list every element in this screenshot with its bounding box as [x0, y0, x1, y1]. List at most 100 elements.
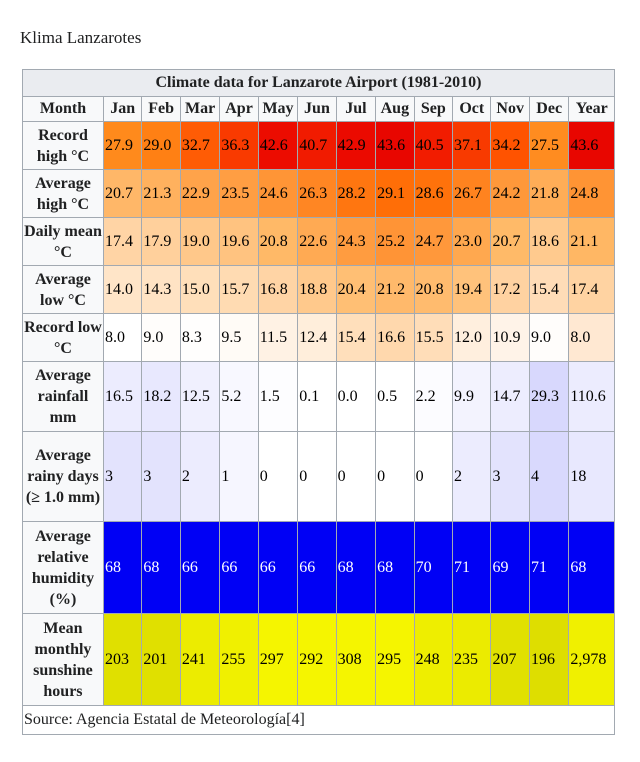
value-cell: 19.4 [452, 265, 492, 314]
month-header-mar: Mar [179, 96, 221, 122]
value-cell: 16.6 [375, 313, 415, 362]
value-cell: 42.6 [257, 121, 299, 170]
value-cell: 15.0 [179, 265, 221, 314]
value-cell: 2 [452, 431, 492, 522]
value-cell: 68 [102, 521, 143, 614]
year-value-cell: 110.6 [568, 361, 615, 432]
value-cell: 17.4 [102, 217, 143, 266]
table-row: Daily mean °C 17.4 17.9 19.0 19.6 20.8 22.6 24.… [22, 217, 615, 266]
year-value-cell: 43.6 [568, 121, 615, 170]
table-body: Record high °C 27.9 29.0 32.7 36.3 42.6 40.7 42… [22, 121, 615, 706]
value-cell: 0 [257, 431, 299, 522]
value-cell: 308 [335, 613, 377, 706]
month-header-apr: Apr [219, 96, 259, 122]
row-label: Record low °C [22, 313, 104, 362]
value-cell: 26.3 [297, 169, 337, 218]
value-cell: 18.6 [528, 217, 570, 266]
value-cell: 2 [179, 431, 221, 522]
month-header-sep: Sep [413, 96, 454, 122]
value-cell: 32.7 [179, 121, 221, 170]
value-cell: 26.7 [452, 169, 492, 218]
table-row: Average rainfall mm 16.5 18.2 12.5 5.2 1.5 0.1… [22, 361, 615, 432]
month-header-jun: Jun [297, 96, 337, 122]
value-cell: 71 [528, 521, 570, 614]
value-cell: 24.6 [257, 169, 299, 218]
table-caption: Climate data for Lanzarote Airport (1981… [22, 69, 615, 97]
year-value-cell: 21.1 [568, 217, 615, 266]
value-cell: 23.0 [452, 217, 492, 266]
value-cell: 22.9 [179, 169, 221, 218]
value-cell: 21.8 [528, 169, 570, 218]
value-cell: 24.2 [490, 169, 530, 218]
value-cell: 2.2 [413, 361, 454, 432]
page-title: Klima Lanzarotes [20, 28, 142, 47]
value-cell: 1.5 [257, 361, 299, 432]
value-cell: 5.2 [219, 361, 259, 432]
value-cell: 70 [413, 521, 454, 614]
value-cell: 241 [179, 613, 221, 706]
value-cell: 10.9 [490, 313, 530, 362]
value-cell: 37.1 [452, 121, 492, 170]
value-cell: 12.5 [179, 361, 221, 432]
table-row: Mean monthly sunshine hours 203 201 241 255 2… [22, 613, 615, 706]
month-header: Month [22, 96, 104, 122]
month-header-dec: Dec [528, 96, 570, 122]
value-cell: 20.8 [413, 265, 454, 314]
value-cell: 17.2 [490, 265, 530, 314]
value-cell: 15.4 [528, 265, 570, 314]
value-cell: 9.5 [219, 313, 259, 362]
value-cell: 3 [490, 431, 530, 522]
value-cell: 20.7 [490, 217, 530, 266]
value-cell: 20.7 [102, 169, 143, 218]
table-row: Record high °C 27.9 29.0 32.7 36.3 42.6 40.7 42… [22, 121, 615, 170]
row-label: Average low °C [22, 265, 104, 314]
value-cell: 69 [490, 521, 530, 614]
value-cell: 27.5 [528, 121, 570, 170]
value-cell: 36.3 [219, 121, 259, 170]
value-cell: 24.3 [335, 217, 377, 266]
value-cell: 29.1 [375, 169, 415, 218]
value-cell: 16.8 [257, 265, 299, 314]
value-cell: 15.4 [335, 313, 377, 362]
value-cell: 9.0 [528, 313, 570, 362]
table-row: Record low °C 8.0 9.0 8.3 9.5 11.5 12.4 15.4 16.… [22, 313, 615, 362]
value-cell: 42.9 [335, 121, 377, 170]
month-header-jul: Jul [335, 96, 377, 122]
value-cell: 40.7 [297, 121, 337, 170]
value-cell: 3 [141, 431, 181, 522]
value-cell: 0 [375, 431, 415, 522]
value-cell: 66 [297, 521, 337, 614]
value-cell: 20.8 [257, 217, 299, 266]
value-cell: 0.0 [335, 361, 377, 432]
year-value-cell: 68 [568, 521, 615, 614]
value-cell: 292 [297, 613, 337, 706]
value-cell: 15.7 [219, 265, 259, 314]
value-cell: 297 [257, 613, 299, 706]
value-cell: 9.9 [452, 361, 492, 432]
month-header-jan: Jan [102, 96, 143, 122]
value-cell: 295 [375, 613, 415, 706]
value-cell: 19.0 [179, 217, 221, 266]
value-cell: 8.3 [179, 313, 221, 362]
source-note: Source: Agencia Estatal de Meteorología[… [22, 705, 615, 735]
value-cell: 43.6 [375, 121, 415, 170]
value-cell: 196 [528, 613, 570, 706]
value-cell: 12.4 [297, 313, 337, 362]
value-cell: 4 [528, 431, 570, 522]
row-label: Average relative humidity (%) [22, 521, 104, 614]
value-cell: 15.5 [413, 313, 454, 362]
value-cell: 1 [219, 431, 259, 522]
value-cell: 29.3 [528, 361, 570, 432]
value-cell: 29.0 [141, 121, 181, 170]
value-cell: 18.8 [297, 265, 337, 314]
year-header: Year [568, 96, 615, 122]
value-cell: 14.3 [141, 265, 181, 314]
value-cell: 18.2 [141, 361, 181, 432]
value-cell: 255 [219, 613, 259, 706]
table-row: Average rainy days (≥ 1.0 mm) 3 3 2 1 0 0 0 0 0 2 3… [22, 431, 615, 522]
value-cell: 0.1 [297, 361, 337, 432]
value-cell: 28.6 [413, 169, 454, 218]
value-cell: 19.6 [219, 217, 259, 266]
value-cell: 24.7 [413, 217, 454, 266]
row-label: Record high °C [22, 121, 104, 170]
